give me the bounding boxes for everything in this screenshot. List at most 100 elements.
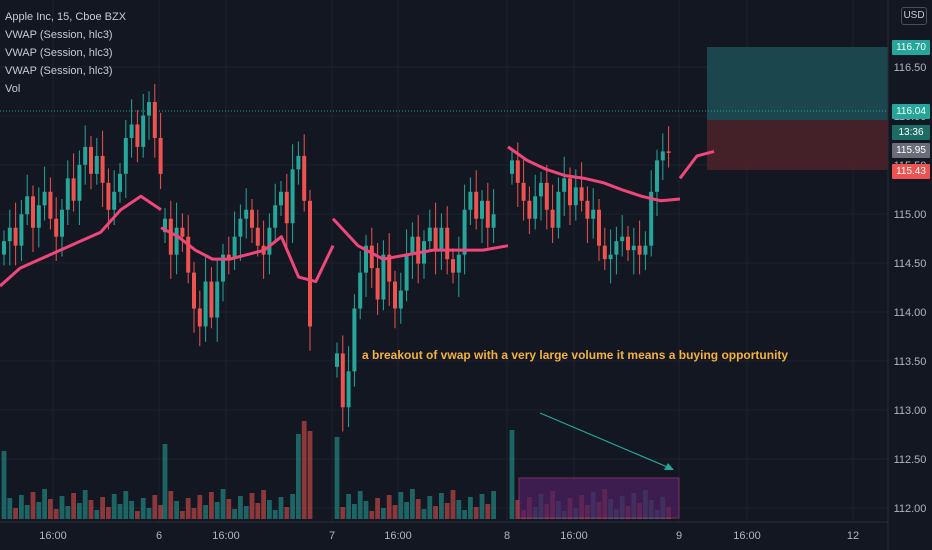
volume-bar bbox=[140, 498, 146, 519]
candle-body bbox=[544, 182, 549, 210]
volume-bar bbox=[284, 507, 290, 519]
candle-body bbox=[485, 200, 490, 228]
volume-bar bbox=[462, 510, 467, 519]
volume-bar bbox=[65, 506, 71, 519]
candle-body bbox=[510, 160, 514, 174]
currency-button[interactable]: USD bbox=[901, 7, 927, 25]
candle-body bbox=[7, 227, 12, 242]
candle-body bbox=[226, 254, 231, 260]
vwap-legend-1[interactable]: VWAP (Session, hlc3) bbox=[5, 29, 113, 41]
candle-body bbox=[462, 209, 467, 255]
volume-bar bbox=[185, 498, 191, 519]
candle-body bbox=[468, 191, 473, 210]
candle-body bbox=[433, 227, 438, 251]
candle-body bbox=[666, 151, 671, 153]
candle-body bbox=[100, 155, 105, 183]
volume-bar bbox=[427, 496, 433, 519]
candle-body bbox=[591, 209, 596, 219]
x-tick-label: 6 bbox=[156, 530, 162, 542]
volume-bar bbox=[352, 504, 357, 519]
y-tick-label: 116.50 bbox=[894, 62, 927, 74]
volume-bar bbox=[203, 505, 208, 519]
candle-body bbox=[89, 146, 93, 174]
chart-legend: Apple Inc, 15, Cboe BZX VWAP (Session, h… bbox=[5, 8, 126, 98]
candle-body bbox=[238, 218, 243, 237]
candle-body bbox=[152, 102, 157, 138]
volume-bar bbox=[398, 492, 404, 519]
candle-body bbox=[209, 281, 214, 318]
stop-zone bbox=[707, 120, 888, 170]
candle-body bbox=[352, 308, 357, 372]
candle-body bbox=[427, 227, 432, 242]
volume-bar bbox=[36, 502, 42, 519]
volume-bar bbox=[261, 490, 266, 519]
candle-body bbox=[290, 169, 295, 224]
candle-body bbox=[456, 254, 461, 273]
annotation-text[interactable]: a breakout of vwap with a very large vol… bbox=[362, 348, 789, 362]
candle-body bbox=[637, 245, 642, 255]
vwap-line bbox=[331, 217, 509, 261]
candle-body bbox=[533, 196, 538, 219]
volume-bar bbox=[135, 511, 140, 519]
candle-body bbox=[375, 268, 380, 300]
candle-body bbox=[387, 254, 392, 282]
volume-bar bbox=[415, 499, 421, 519]
candle-body bbox=[445, 227, 450, 260]
candle-body bbox=[614, 241, 619, 255]
candle-body bbox=[186, 236, 191, 273]
candle-body bbox=[381, 254, 386, 300]
candle-body bbox=[158, 137, 163, 174]
vwap-lines bbox=[0, 145, 715, 288]
volume-bar bbox=[473, 507, 479, 519]
volume-bar bbox=[42, 489, 47, 519]
candle-body bbox=[608, 254, 613, 260]
volume-bar bbox=[129, 501, 134, 519]
volume-bar bbox=[214, 502, 220, 519]
candle-body bbox=[515, 160, 520, 183]
candle-body bbox=[203, 281, 208, 327]
candle-body bbox=[451, 259, 455, 273]
entry-price-label: 115.95 bbox=[892, 143, 930, 158]
stop-price-label: 115.43 bbox=[892, 164, 930, 179]
volume-bar bbox=[346, 494, 351, 519]
countdown-label: 13:36 bbox=[892, 125, 930, 140]
volume-bar bbox=[439, 493, 444, 519]
volume-bar bbox=[48, 499, 53, 519]
vwap-legend-3[interactable]: VWAP (Session, hlc3) bbox=[5, 65, 113, 77]
candle-body bbox=[340, 353, 345, 408]
candle-body bbox=[25, 196, 30, 215]
position-zones bbox=[0, 47, 888, 170]
candle-body bbox=[273, 205, 278, 228]
candle-body bbox=[597, 209, 601, 246]
candle-body bbox=[54, 218, 59, 237]
y-tick-label: 112.50 bbox=[894, 454, 927, 466]
volume-bar bbox=[267, 500, 272, 519]
volume-legend[interactable]: Vol bbox=[5, 83, 21, 95]
candle-body bbox=[279, 191, 283, 206]
candle-body bbox=[539, 182, 543, 197]
volume-bar bbox=[191, 508, 197, 519]
candle-body bbox=[123, 137, 128, 174]
candle-body bbox=[579, 187, 584, 201]
volume-bar bbox=[174, 501, 179, 519]
vwap-line bbox=[507, 145, 681, 203]
candle-body bbox=[308, 200, 312, 327]
symbol-title[interactable]: Apple Inc, 15, Cboe BZX bbox=[5, 11, 127, 23]
volume-bar bbox=[232, 509, 237, 519]
volume-bar bbox=[479, 494, 485, 519]
vwap-legend-2[interactable]: VWAP (Session, hlc3) bbox=[5, 47, 113, 59]
candle-body bbox=[2, 241, 6, 255]
x-tick-label: 16:00 bbox=[560, 530, 588, 542]
volume-bar bbox=[272, 510, 278, 519]
target-zone bbox=[707, 47, 888, 120]
volume-bar bbox=[381, 508, 386, 519]
volume-bar bbox=[468, 497, 473, 519]
volume-bar bbox=[123, 491, 129, 519]
volume-bar bbox=[117, 504, 123, 519]
volume-bar bbox=[410, 489, 415, 519]
candle-body bbox=[562, 178, 567, 192]
volume-bar bbox=[226, 499, 232, 519]
volume-bar bbox=[146, 508, 152, 519]
x-tick-label: 9 bbox=[676, 530, 682, 542]
